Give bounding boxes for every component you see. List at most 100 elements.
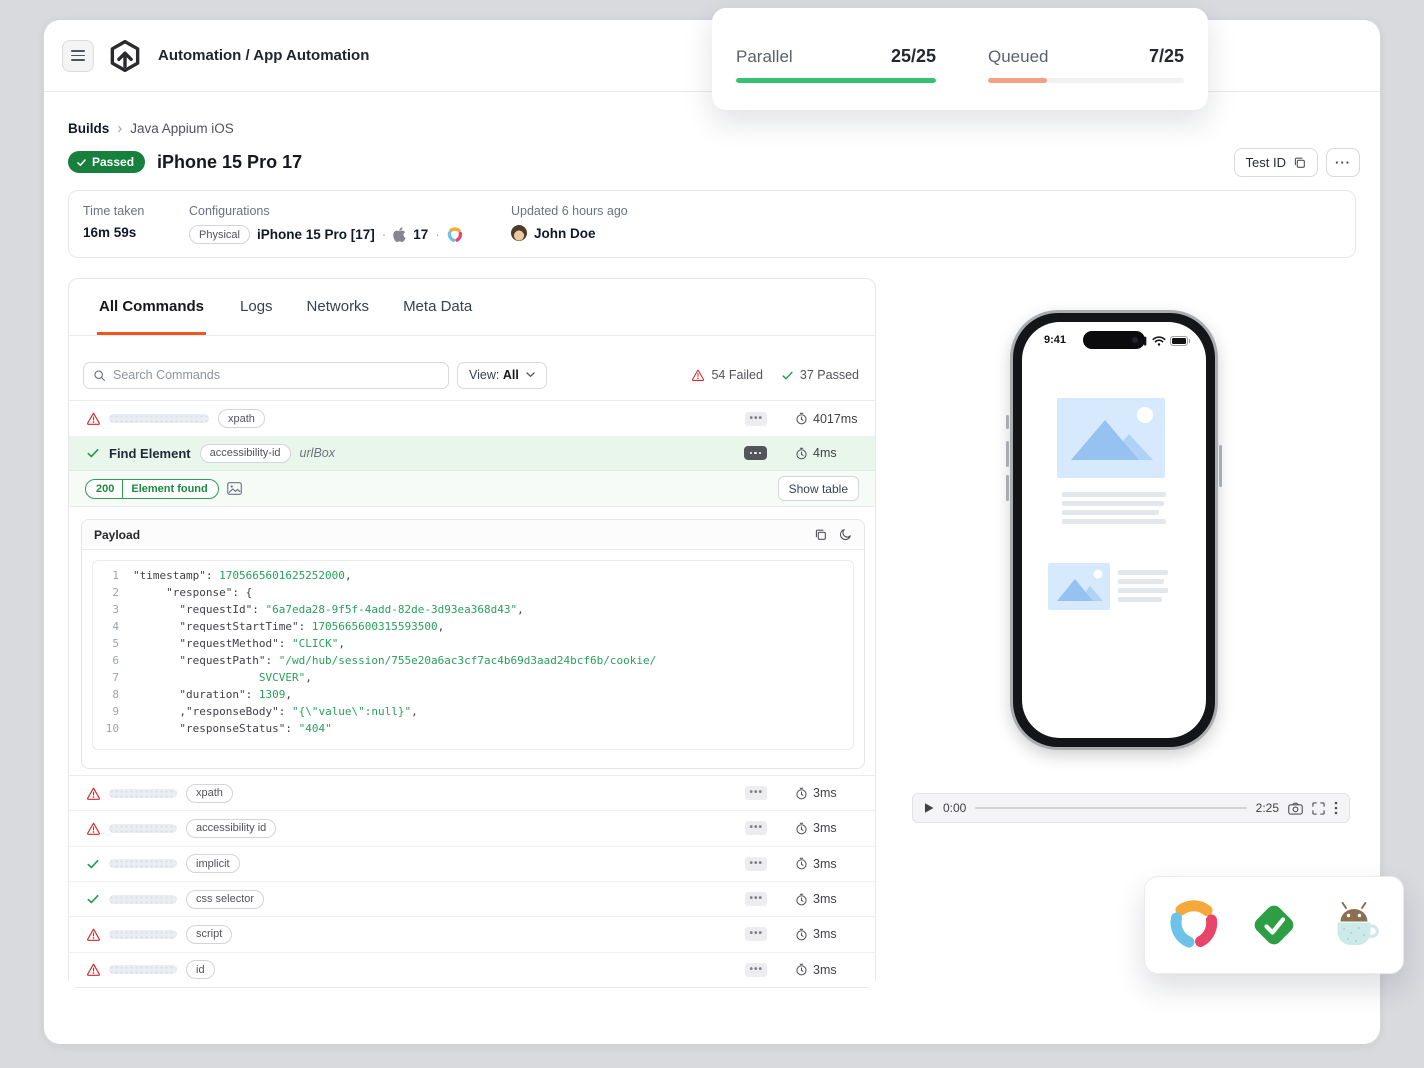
integrations-card (1144, 876, 1404, 974)
seek-bar[interactable] (975, 807, 1247, 809)
warning-icon (85, 821, 101, 836)
build-title: iPhone 15 Pro 17 (157, 151, 303, 172)
warning-icon (85, 786, 101, 801)
queued-value: 7/25 (1148, 46, 1184, 66)
search-commands-box[interactable] (83, 361, 449, 389)
breadcrumb-builds[interactable]: Builds (68, 121, 110, 136)
locator-badge: css selector (186, 889, 265, 909)
payload-code-line: 9 ,"responseBody": "{\"value\":null}", (112, 705, 418, 718)
status-badge: Passed (68, 151, 146, 173)
breadcrumb-separator: › (117, 120, 123, 137)
selected-command-row[interactable]: Find Element accessibility-id urlBox 4ms (69, 436, 875, 471)
play-button[interactable] (924, 802, 934, 814)
test-id-button[interactable]: Test ID (1233, 147, 1318, 177)
time-taken-value: 16m 59s (83, 225, 137, 240)
payload-code-line: 8 "duration": 1309, (112, 688, 292, 701)
copy-payload-icon[interactable] (814, 528, 827, 541)
payload-code-line: 4 "requestStartTime": 170566560031559350… (112, 620, 445, 633)
check-icon (782, 371, 793, 379)
breadcrumb: Builds › Java Appium iOS (68, 120, 234, 137)
stopwatch-icon (796, 447, 807, 459)
response-status-badge: 200 Element found (85, 478, 219, 499)
chevron-down-icon (526, 372, 535, 377)
command-row[interactable]: xpath ••• 3ms (69, 776, 875, 812)
device-name: iPhone 15 Pro [17] (256, 227, 375, 242)
view-filter-dropdown[interactable]: View: All (457, 361, 547, 389)
command-row[interactable]: script ••• 3ms (69, 917, 875, 953)
time-taken-label: Time taken (83, 204, 145, 218)
row-ellipsis-icon[interactable]: ••• (745, 856, 767, 871)
stopwatch-icon (795, 928, 808, 941)
commands-toolbar: View: All 54 Failed 37 Passed (83, 361, 859, 389)
row-ellipsis-icon[interactable]: ••• (745, 927, 767, 942)
breadcrumb-current: Java Appium iOS (130, 121, 234, 136)
warning-icon (85, 411, 101, 426)
success-check-icon (85, 857, 101, 871)
payload-code-line: 7 SVCVER", (112, 671, 312, 684)
row-ellipsis-icon[interactable]: ••• (745, 411, 767, 426)
payload-code-line: 2 "response": { (112, 586, 253, 599)
hamburger-menu-button[interactable] (62, 39, 94, 72)
app-logo-icon[interactable] (108, 39, 142, 73)
command-skeleton (109, 965, 177, 975)
parallel-label: Parallel (736, 47, 793, 66)
video-player-bar: 0:00 2:25 (912, 793, 1350, 823)
tab-logs[interactable]: Logs (240, 298, 273, 315)
locator-badge: accessibility id (186, 818, 277, 838)
commands-panel: All Commands Logs Networks Meta Data View: … (68, 278, 876, 988)
row-ellipsis-icon[interactable]: ••• (745, 892, 767, 907)
dark-mode-moon-icon[interactable] (839, 528, 852, 541)
fullscreen-icon[interactable] (1312, 801, 1325, 815)
command-row[interactable]: accessibility id ••• 3ms (69, 811, 875, 847)
placeholder-image-small (1048, 563, 1110, 610)
warning-icon (692, 369, 705, 381)
duration: 3ms (795, 821, 859, 835)
command-result-row: 200 Element found Show table (69, 471, 875, 507)
payload-code[interactable]: 1 "timestamp": 1705665601625252000, 2 "res… (92, 560, 854, 750)
duration: 4ms (795, 446, 859, 460)
duration: 3ms (795, 963, 859, 977)
screenshot-icon[interactable] (226, 482, 242, 495)
payload-panel: Payload 1 "timestamp": 170566560162525200… (81, 519, 865, 769)
parallel-progress-fill (736, 78, 936, 83)
configurations-label: Configurations (189, 204, 270, 218)
apple-icon (393, 227, 406, 242)
device-preview-phone: 9:41 (1006, 310, 1222, 750)
duration-time: 2:25 (1255, 801, 1279, 815)
wifi-icon (1152, 336, 1166, 346)
row-ellipsis-icon[interactable]: ••• (745, 962, 767, 977)
passed-count: 37 Passed (781, 368, 859, 382)
updated-label: Updated 6 hours ago (511, 204, 628, 218)
copy-icon (1294, 157, 1305, 168)
phone-screen[interactable]: 9:41 (1022, 322, 1206, 738)
locator-target: urlBox (299, 446, 335, 460)
verified-check-icon (1248, 899, 1300, 951)
screenshot-camera-icon[interactable] (1288, 802, 1303, 815)
row-ellipsis-icon[interactable] (744, 446, 767, 460)
build-title-row: Passed iPhone 15 Pro 17 Test ID ··· (68, 147, 1360, 177)
command-skeleton (109, 823, 177, 833)
command-row[interactable]: css selector ••• 3ms (69, 881, 875, 918)
command-row[interactable]: implicit ••• 3ms (69, 846, 875, 882)
payload-title: Payload (94, 527, 141, 542)
row-ellipsis-icon[interactable]: ••• (745, 821, 767, 836)
stopwatch-icon (795, 963, 808, 976)
more-actions-button[interactable]: ··· (1326, 147, 1360, 177)
espresso-android-icon (1328, 899, 1380, 951)
duration: 3ms (795, 927, 859, 941)
command-skeleton (109, 929, 177, 939)
tab-meta-data[interactable]: Meta Data (403, 298, 473, 315)
row-ellipsis-icon[interactable]: ••• (745, 786, 767, 801)
show-table-button[interactable]: Show table (777, 476, 859, 501)
locator-badge: xpath (218, 409, 265, 428)
warning-icon (85, 962, 101, 977)
queued-progress-fill (988, 78, 1047, 83)
command-row[interactable]: xpath ••• 4017ms (69, 401, 875, 437)
parallel-progress-bar (736, 78, 936, 83)
tab-networks[interactable]: Networks (306, 298, 370, 315)
command-row[interactable]: id ••• 3ms (69, 952, 875, 987)
search-commands-input[interactable] (113, 368, 439, 382)
tab-all-commands[interactable]: All Commands (97, 298, 207, 335)
stopwatch-icon (795, 857, 808, 870)
kebab-menu-icon[interactable] (1334, 801, 1338, 815)
